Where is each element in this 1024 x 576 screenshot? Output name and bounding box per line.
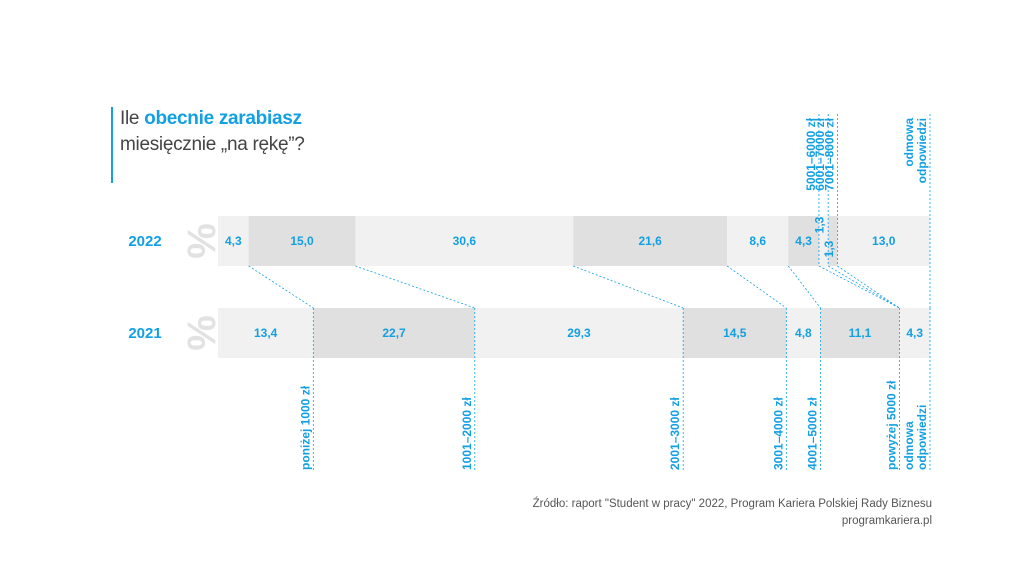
bar-segment-2022-2 [355, 216, 574, 266]
bottom-label-text: 1001–2000 zł [460, 397, 474, 470]
bottom-label-5: powyżej 5000 zł [884, 380, 898, 470]
top-label-text: 7001–8000 zł [822, 117, 836, 190]
connector-line-3 [726, 265, 787, 309]
bar-segment-2022-5 [788, 216, 819, 266]
title-accent-bar [111, 107, 113, 183]
bar-segment-2021-2 [474, 308, 684, 358]
top-label-text: 5001–6000 zł [804, 117, 818, 190]
bar-segment-2021-4 [786, 308, 821, 358]
connector-line-1 [355, 265, 475, 309]
bottom-label-text: 3001–4000 zł [771, 397, 785, 470]
bottom-label-3: 3001–4000 zł [771, 397, 785, 470]
top-label-1: 6001–7000 zł [813, 117, 827, 190]
data-label-2021-3: 14,5 [723, 326, 747, 340]
data-label-2021-0: 13,4 [254, 326, 278, 340]
year-label-2021: 2021 [128, 325, 161, 342]
source-line-2: programkariera.pl [841, 515, 932, 527]
bottom-label-text: powyżej 5000 zł [884, 380, 898, 470]
connector-line-5 [818, 265, 900, 309]
data-label-2022-2: 30,6 [453, 234, 477, 248]
bar-segment-2021-6 [899, 308, 930, 358]
bar-segment-2021-3 [683, 308, 787, 358]
bar-segment-2022-4 [727, 216, 789, 266]
bottom-label-text: 2001–3000 zł [668, 397, 682, 470]
title-line-1: Ile obecnie zarabiasz [120, 106, 305, 132]
title-highlight: obecnie zarabiasz [144, 108, 302, 129]
data-label-2022-3: 21,6 [639, 234, 663, 248]
source-note: Źródło: raport "Student w pracy" 2022, P… [533, 496, 932, 530]
source-line-1: Źródło: raport "Student w pracy" 2022, P… [532, 498, 932, 510]
data-label-2022-6: 1,3 [813, 216, 827, 233]
bar-segment-2021-1 [313, 308, 475, 358]
bar-segment-2022-7 [828, 216, 838, 266]
year-label-2022: 2022 [128, 233, 161, 250]
top-label-text: odpowiedzi [915, 118, 929, 183]
bottom-label-text: odpowiedzi [915, 405, 929, 470]
bar-segment-2021-0 [218, 308, 314, 358]
bottom-label-4: 4001–5000 zł [805, 397, 819, 470]
data-label-2022-7: 1,3 [822, 240, 836, 257]
data-label-2021-1: 22,7 [382, 326, 406, 340]
chart-title: Ile obecnie zarabiasz miesięcznie „na rę… [120, 106, 305, 158]
data-label-2022-4: 8,6 [749, 234, 766, 248]
bottom-label-6: odmowa odpowiedzi [902, 405, 929, 470]
connector-line-4 [787, 265, 821, 309]
connector-line-2 [573, 265, 684, 309]
bar-segment-2022-8 [837, 216, 930, 266]
top-label-2: 7001–8000 zł [822, 117, 836, 190]
data-label-2021-4: 4,8 [795, 326, 812, 340]
bottom-label-0: poniżej 1000 zł [298, 385, 312, 470]
bar-segment-2022-0 [218, 216, 249, 266]
bar-segment-2021-5 [820, 308, 900, 358]
bottom-label-text: 4001–5000 zł [805, 397, 819, 470]
bottom-label-text: poniżej 1000 zł [298, 385, 312, 470]
bar-segment-2022-3 [573, 216, 728, 266]
connector-line-0 [248, 265, 314, 309]
connector-line-7 [837, 265, 900, 309]
title-line-2: miesięcznie „na rękę”? [120, 134, 305, 155]
data-label-2022-0: 4,3 [225, 234, 242, 248]
data-label-2022-1: 15,0 [290, 234, 314, 248]
bottom-label-2: 2001–3000 zł [668, 397, 682, 470]
data-label-2021-6: 4,3 [906, 326, 923, 340]
bottom-label-1: 1001–2000 zł [460, 397, 474, 470]
percent-mark-2022: % [180, 223, 224, 259]
bar-segment-2022-6 [818, 216, 829, 266]
top-label-text: 6001–7000 zł [813, 117, 827, 190]
top-label-0: 5001–6000 zł [804, 117, 818, 190]
connector-line-6 [827, 265, 900, 309]
data-label-2021-2: 29,3 [567, 326, 591, 340]
bottom-label-text: odmowa [902, 421, 916, 470]
title-prefix: Ile [120, 108, 145, 129]
bar-segment-2022-1 [248, 216, 356, 266]
data-label-2021-5: 11,1 [849, 326, 872, 340]
percent-mark-2021: % [180, 315, 224, 351]
top-label-text: odmowa [902, 118, 916, 167]
top-label-3: odmowa odpowiedzi [902, 118, 929, 184]
data-label-2022-8: 13,0 [872, 234, 896, 248]
data-label-2022-5: 4,3 [795, 234, 812, 248]
